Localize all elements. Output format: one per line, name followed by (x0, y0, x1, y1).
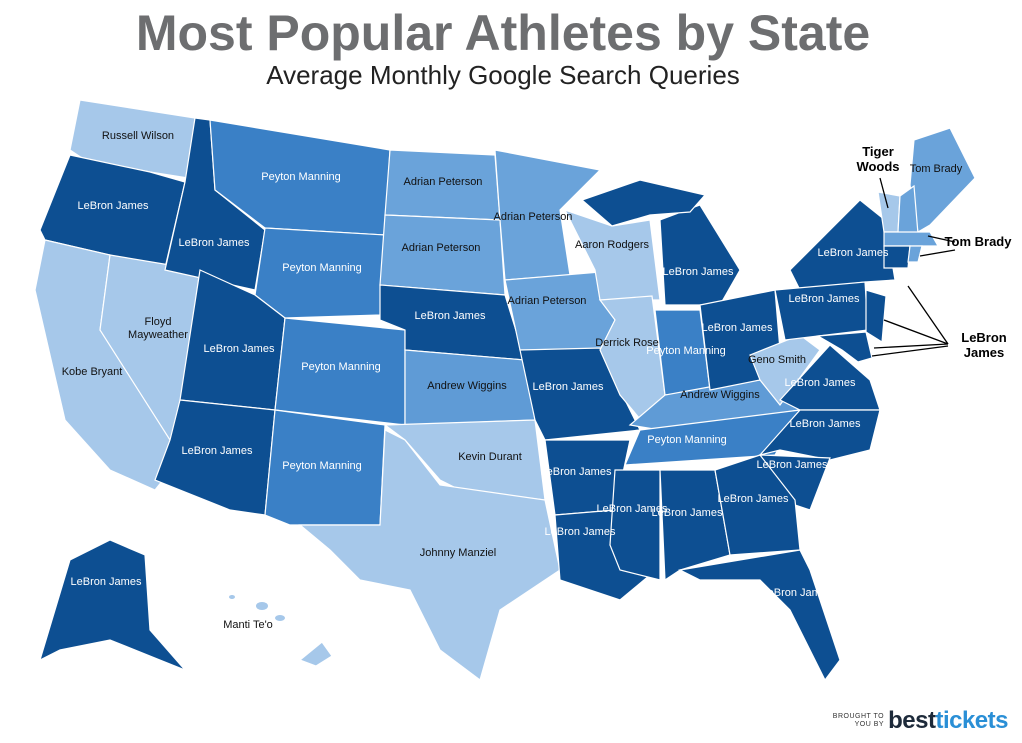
athlete-label: LeBron James (817, 247, 889, 259)
brand-part: tickets (935, 707, 1008, 734)
callout-line (919, 249, 956, 257)
subtitle: Average Monthly Google Search Queries (266, 60, 740, 90)
state-region (298, 641, 333, 667)
athlete-label: Adrian Peterson (403, 176, 483, 188)
athlete-label: Adrian Peterson (493, 211, 573, 223)
athlete-label: Peyton Manning (261, 171, 341, 183)
island (256, 602, 268, 610)
athlete-label: Peyton Manning (647, 434, 727, 446)
new-hampshire (897, 184, 919, 235)
state-region (39, 539, 186, 671)
state-region (659, 469, 731, 582)
new-jersey (865, 289, 887, 344)
title: Most Popular Athletes by State (135, 5, 871, 61)
athlete-label: Adrian Peterson (507, 295, 587, 307)
athlete-label: LeBron James (701, 322, 773, 334)
footer: BROUGHT TO YOU BY besttickets (828, 707, 1009, 735)
state-region (774, 281, 869, 341)
state-region (624, 409, 802, 466)
athlete-label: LeBron James (784, 377, 856, 389)
island (275, 615, 285, 621)
state-region (254, 227, 386, 319)
athlete-label: LeBron James (70, 576, 142, 588)
callout-label: Tom Brady (944, 234, 1012, 249)
athlete-label: LeBron James (203, 343, 275, 355)
athlete-label: LeBron James (414, 310, 486, 322)
athlete-label: LeBron James (178, 237, 250, 249)
athlete-label: Tom Brady (909, 163, 963, 175)
callout-lines (871, 177, 956, 357)
athlete-label: LeBron James (717, 493, 789, 505)
athlete-label: LeBron James (532, 381, 604, 393)
callout-label: Tiger Woods (856, 144, 900, 174)
unlabeled-states (580, 179, 940, 363)
brand-part: best (888, 707, 936, 734)
brand: besttickets (888, 707, 1008, 735)
athlete-label: Aaron Rodgers (575, 239, 649, 251)
athlete-label: Peyton Manning (646, 345, 726, 357)
athlete-label: Andrew Wiggins (680, 389, 760, 401)
athlete-label: Kobe Bryant (61, 366, 123, 378)
callout-line (871, 345, 949, 357)
athlete-label: Andrew Wiggins (427, 380, 507, 392)
state-region (714, 454, 801, 556)
callout-label: LeBron James (961, 330, 1007, 360)
state-region (678, 549, 841, 682)
island (229, 595, 235, 599)
athlete-label: LeBron James (789, 418, 861, 430)
athlete-label: Peyton Manning (282, 460, 362, 472)
rhode-island (907, 245, 923, 263)
athlete-label: LeBron James (662, 266, 734, 278)
athlete-label: Peyton Manning (282, 262, 362, 274)
athlete-label: Floyd Mayweather (128, 316, 188, 341)
state-region (598, 295, 666, 427)
athlete-label: LeBron James (77, 200, 149, 212)
callout-line (883, 319, 949, 345)
athlete-label: LeBron James (544, 526, 616, 538)
athlete-label: Peyton Manning (301, 361, 381, 373)
state-region (789, 199, 896, 291)
callout-line (879, 177, 889, 209)
athlete-label: LeBron James (181, 445, 253, 457)
athlete-label: Adrian Peterson (401, 242, 481, 254)
athlete-label: Derrick Rose (595, 337, 659, 349)
state-region (298, 429, 561, 682)
state-region (659, 204, 741, 306)
upper-michigan (580, 179, 707, 227)
state-region (909, 127, 976, 233)
athlete-label: LeBron James (596, 503, 668, 515)
athlete-label: LeBron James (756, 459, 828, 471)
athlete-label: LeBron James (788, 293, 860, 305)
athlete-label: Johnny Manziel (419, 547, 497, 559)
callout-line (873, 343, 949, 349)
state-region (379, 214, 506, 296)
athlete-label: LeBron James (540, 466, 612, 478)
athlete-label: LeBron James (651, 507, 723, 519)
callout-line (907, 285, 949, 345)
state-region (779, 344, 881, 411)
maryland-delaware (816, 331, 873, 363)
footer-note: BROUGHT TO YOU BY (832, 713, 885, 728)
connecticut (883, 245, 911, 269)
athlete-label: Russell Wilson (101, 130, 175, 142)
athlete-label: LeBron James (761, 587, 833, 599)
athlete-label: Kevin Durant (458, 451, 522, 463)
athlete-label: Geno Smith (747, 354, 807, 366)
callout-line (927, 235, 956, 243)
massachusetts (883, 231, 940, 247)
athlete-label: Manti Te'o (223, 619, 273, 631)
state-region (609, 469, 661, 581)
